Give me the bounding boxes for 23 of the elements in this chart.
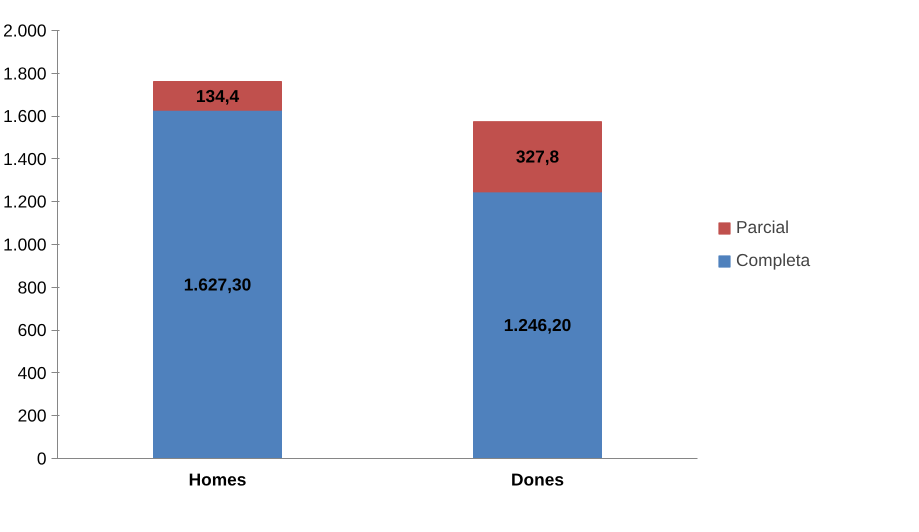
x-tick-label: Dones [511,470,564,490]
y-tick-label: 1.200 [3,192,47,212]
data-label: 1.627,30 [184,274,252,294]
data-label: 134,4 [196,86,240,106]
y-tick-label: 2.000 [3,20,47,40]
y-tick-label: 1.800 [3,63,47,84]
y-tick-label: 200 [18,406,47,426]
bar [153,80,282,111]
bar [153,110,282,458]
legend-label: Completa [736,250,810,271]
data-label: 1.246,20 [504,315,572,336]
y-tick-label: 1.600 [3,106,47,126]
y-tick-label: 1.400 [3,148,47,169]
bar [473,191,602,458]
y-tick-label: 800 [18,277,47,298]
y-tick-label: 600 [18,320,47,340]
y-tick-label: 400 [18,362,47,383]
x-tick-label: Homes [188,470,246,490]
data-label: 327,8 [516,146,560,167]
legend-label: Parcial [736,217,789,238]
y-tick-label: 1.000 [3,234,47,254]
y-tick-label: 0 [36,448,47,468]
bar [473,121,602,192]
